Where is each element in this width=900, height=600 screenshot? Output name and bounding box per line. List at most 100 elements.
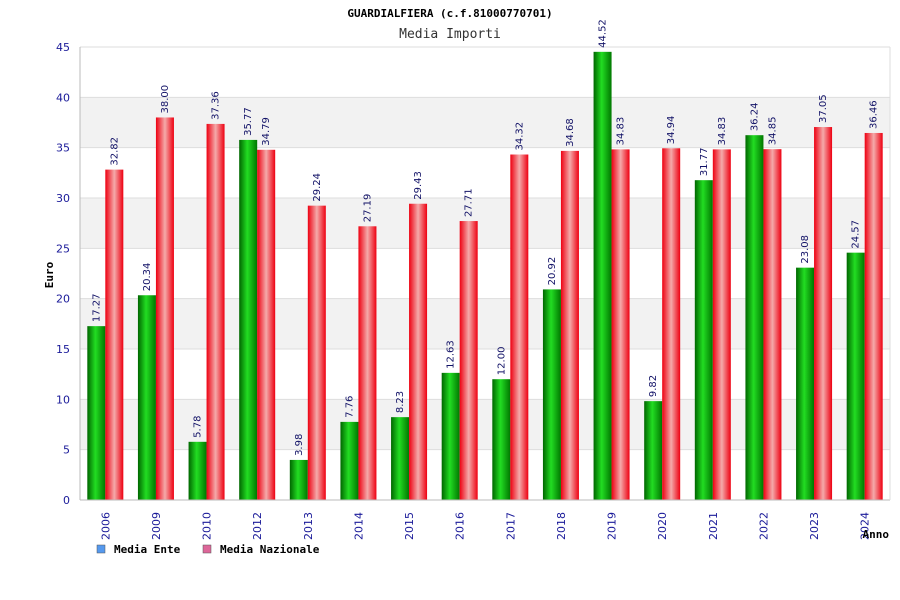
data-label: 8.23 [395,391,406,413]
bar-media-ente [239,139,258,500]
x-tick-label: 2018 [555,512,568,540]
bar-media-nazionale [712,149,731,501]
x-tick-label: 2006 [99,512,112,540]
bar-media-ente [593,51,612,500]
bar-media-nazionale [560,150,579,500]
bars-layer [87,51,883,501]
x-tick-label: 2010 [201,512,214,540]
y-tick-label: 5 [63,444,70,457]
x-tick-label: 2016 [454,512,467,540]
x-axis-label: Anno [863,528,890,541]
legend-swatch-media-ente [96,544,106,554]
y-tick-label: 35 [56,142,70,155]
bar-media-ente [492,379,511,500]
bar-media-nazionale [257,149,276,500]
data-label: 27.71 [464,188,475,217]
data-label: 38.00 [160,85,171,114]
y-tick-label: 20 [56,293,70,306]
bar-media-nazionale [409,203,428,500]
x-tick-label: 2024 [859,512,872,540]
legend-label-media-nazionale: Media Nazionale [220,543,320,556]
data-label: 17.27 [91,294,102,323]
x-tick-label: 2015 [403,512,416,540]
y-tick-label: 0 [63,494,70,507]
data-label: 7.76 [344,396,355,418]
bar-media-nazionale [307,205,326,500]
data-label: 34.68 [565,118,576,147]
y-tick-label: 40 [56,91,70,104]
x-tick-label: 2012 [251,512,264,540]
bar-media-nazionale [155,117,174,500]
bar-media-nazionale [105,169,124,500]
data-label: 32.82 [109,137,120,166]
bar-media-ente [340,421,359,500]
data-label: 3.98 [294,434,305,456]
bar-media-ente [745,135,764,500]
y-tick-label: 15 [56,343,70,356]
chart-subtitle: Media Importi [399,27,501,42]
data-label: 35.77 [243,107,254,136]
data-label: 34.32 [514,122,525,151]
x-tick-label: 2021 [707,512,720,540]
x-tick-label: 2020 [656,512,669,540]
bar-media-ente [188,441,207,500]
data-label: 37.36 [211,91,222,120]
y-tick-label: 30 [56,192,70,205]
bar-media-ente [441,372,460,500]
bar-media-nazionale [763,149,782,500]
legend: Media Ente Media Nazionale [96,543,320,556]
bar-media-ente [87,326,106,500]
legend-swatch-media-nazionale [202,544,212,554]
bar-media-ente [391,417,410,500]
data-label: 12.63 [446,340,457,369]
data-label: 29.24 [312,173,323,202]
data-label: 24.57 [851,220,862,249]
bar-media-ente [644,401,663,500]
data-label: 23.08 [800,235,811,264]
chart-title: GUARDIALFIERA (c.f.81000770701) [347,7,552,20]
bar-media-ente [542,289,561,500]
bar-media-nazionale [206,123,225,500]
bar-media-nazionale [814,127,833,500]
bar-media-ente [137,295,156,500]
data-label: 31.77 [699,148,710,177]
data-labels-layer: 17.27 32.82 20.34 38.00 5.78 37.36 35.77 34.79 3… [91,19,879,456]
bar-media-ente [694,180,713,500]
bar-media-nazionale [611,149,630,501]
data-label: 9.82 [648,375,659,397]
data-label: 36.24 [749,103,760,132]
bar-media-nazionale [459,221,478,500]
bar-media-nazionale [358,226,377,500]
data-label: 34.85 [767,117,778,146]
bar-media-ente [289,459,308,500]
x-tick-label: 2009 [150,512,163,540]
legend-label-media-ente: Media Ente [114,543,181,556]
bar-media-ente [846,252,865,500]
data-label: 36.46 [869,100,880,129]
bar-media-nazionale [864,132,883,500]
data-label: 44.52 [598,19,609,48]
bar-media-nazionale [662,148,681,500]
x-tick-label: 2023 [808,512,821,540]
x-tick-label: 2022 [757,512,770,540]
data-label: 34.94 [666,116,677,145]
y-tick-label: 25 [56,242,70,255]
axes [79,47,891,501]
x-tick-label: 2017 [504,512,517,540]
data-label: 29.43 [413,171,424,200]
data-label: 37.05 [818,94,829,123]
y-tick-label: 45 [56,41,70,54]
y-axis-label: Euro [43,261,56,288]
bar-media-nazionale [510,154,529,500]
data-label: 20.92 [547,257,558,286]
x-tick-label: 2019 [606,512,619,540]
data-label: 5.78 [193,416,204,438]
data-label: 34.83 [717,117,728,146]
grid-band [80,47,890,98]
y-tick-label: 10 [56,393,70,406]
data-label: 12.00 [496,347,507,376]
ticks-layer: 0 5 10 15 20 25 30 35 40 45 2006 2009 2010 2012 2013 20… [56,41,872,540]
data-label: 34.79 [261,117,272,146]
x-tick-label: 2013 [302,512,315,540]
